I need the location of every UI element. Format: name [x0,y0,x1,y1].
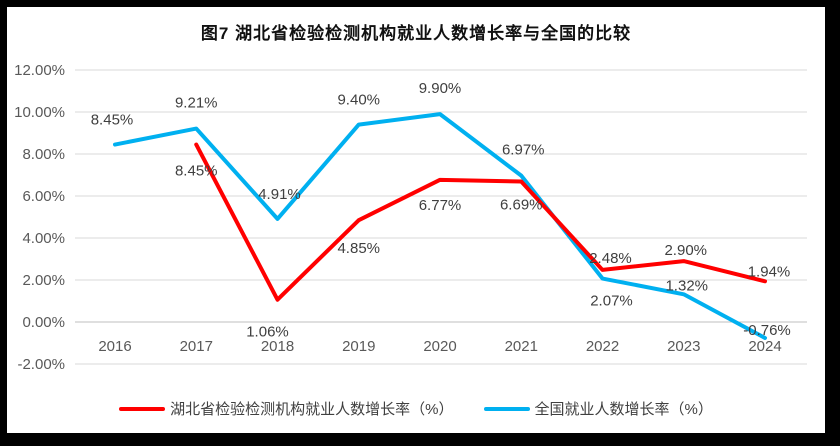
x-axis-year-label: 2024 [748,338,781,355]
data-label: 9.90% [419,80,462,97]
legend-label-national: 全国就业人数增长率（%） [534,401,713,418]
data-label: 1.94% [748,263,791,280]
x-axis-year-label: 2019 [342,338,375,355]
data-label: 4.91% [258,186,301,203]
chart-card: 图7 湖北省检验检测机构就业人数增长率与全国的比较 12.00% 10.00% 8.… [7,7,825,433]
y-axis-tick-label: -2.00% [17,356,65,373]
series-line [194,142,767,302]
y-axis-tick-label: 6.00% [22,188,65,205]
data-label: 2.48% [589,250,632,267]
legend-item-hubei: 湖北省检验检测机构就业人数增长率（%） [119,398,454,419]
x-axis-year-label: 2020 [423,338,456,355]
data-label: 1.32% [665,277,708,294]
x-axis-year-label: 2023 [667,338,700,355]
legend-swatch-national-blue-line [483,406,530,411]
data-label: 8.45% [175,163,218,180]
y-axis-tick-label: 10.00% [14,104,65,121]
x-axis-year-label: 2017 [180,338,213,355]
legend-item-national: 全国就业人数增长率（%） [483,398,713,419]
y-axis-tick-label: 12.00% [14,62,65,79]
data-label: 6.97% [502,142,545,159]
data-label: 6.69% [500,197,543,214]
data-label: -0.76% [743,322,791,339]
data-label: 8.45% [91,112,134,129]
x-axis-year-label: 2022 [586,338,619,355]
data-label: 9.21% [175,95,218,112]
chart-svg: 12.00% 10.00% 8.00% 6.00% 4.00% 2.00% 0.00% -2.… [14,62,807,373]
data-label: 9.40% [337,92,380,109]
y-axis-tick-label: 8.00% [22,146,65,163]
data-label: 4.85% [337,240,380,257]
series-line [113,112,767,340]
y-axis-tick-label: 4.00% [22,230,65,247]
x-axis-year-label: 2018 [261,338,294,355]
y-axis-tick-label: 2.00% [22,272,65,289]
chart-title: 图7 湖北省检验检测机构就业人数增长率与全国的比较 [200,24,632,43]
x-axis-year-label: 2016 [98,338,131,355]
data-label: 2.07% [590,293,633,310]
data-label: 1.06% [246,324,289,341]
data-label: 2.90% [664,242,707,259]
legend-label-hubei: 湖北省检验检测机构就业人数增长率（%） [170,401,454,418]
data-label: 6.77% [419,197,462,214]
legend-swatch-hubei-red-line [119,406,166,411]
x-axis-year-label: 2021 [505,338,538,355]
y-axis-tick-label: 0.00% [22,314,65,331]
chart-legend: 湖北省检验检测机构就业人数增长率（%） 全国就业人数增长率（%） [7,398,825,419]
